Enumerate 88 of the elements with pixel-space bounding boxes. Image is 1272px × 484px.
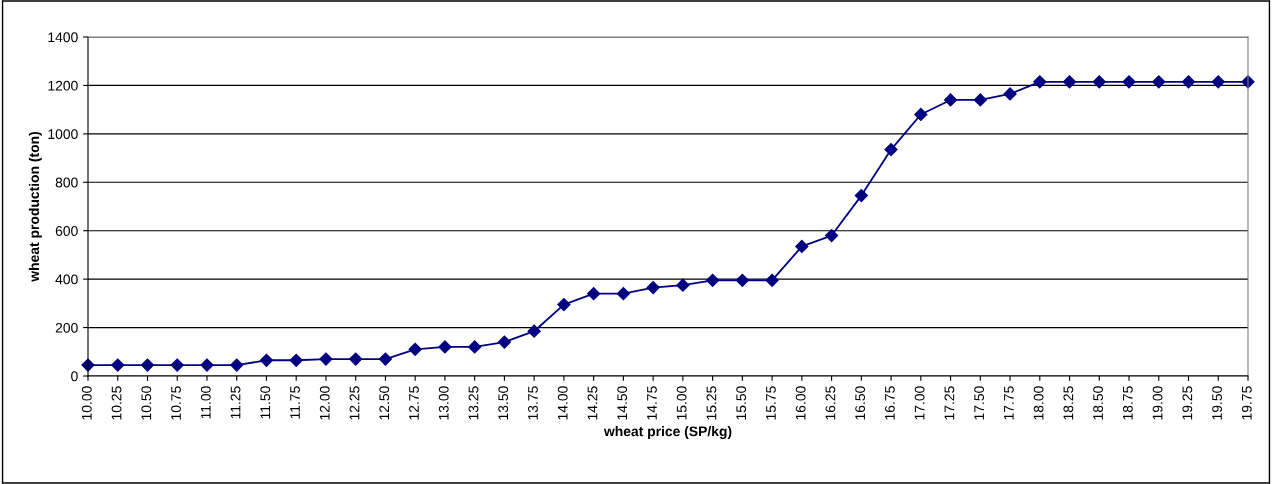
point: [914, 107, 928, 122]
x-tick-label: 18.50: [1093, 386, 1104, 420]
x-tick-label: 10.50: [141, 386, 152, 420]
y-axis-title: wheat production (ton): [28, 131, 42, 282]
point: [795, 239, 809, 254]
x-tick-label: 13.75: [528, 386, 538, 420]
x-tick-label: 15.00: [676, 386, 687, 420]
x-tick-label: 14.00: [557, 386, 568, 420]
point: [973, 93, 987, 107]
point: [616, 287, 630, 301]
point: [706, 273, 720, 287]
point: [1122, 75, 1136, 89]
x-tick-label: 19.50: [1212, 386, 1222, 420]
x-tick-label: 13.50: [498, 386, 509, 420]
y-tick-label: 0: [71, 371, 78, 382]
y-tick-label: 600: [55, 226, 78, 236]
point: [1211, 75, 1225, 89]
x-tick-label: 14.75: [647, 386, 657, 420]
point: [1033, 75, 1047, 89]
x-tick-label: 16.50: [855, 386, 866, 420]
point: [438, 340, 452, 354]
point: [1092, 75, 1106, 89]
x-tick-label: 15.75: [766, 386, 776, 420]
y-tick-label: 1400: [48, 32, 78, 43]
x-tick-label: 12.25: [349, 386, 360, 420]
x-axis-title: wheat price (SP/kg): [603, 426, 732, 440]
x-tick-label: 18.75: [1122, 386, 1133, 420]
point: [646, 281, 660, 295]
x-tick-label: 10.00: [81, 386, 92, 420]
x-tick-label: 13.25: [468, 386, 479, 420]
point: [259, 353, 274, 367]
x-tick-label: 11.25: [230, 386, 241, 419]
point: [587, 287, 601, 301]
point: [1003, 87, 1017, 101]
x-tick-label: 15.25: [706, 386, 717, 420]
point: [884, 143, 898, 157]
x-tick-label: 16.25: [825, 386, 836, 420]
x-tick-label: 11.50: [260, 386, 271, 419]
point: [1062, 75, 1077, 89]
x-tick-label: 13.00: [438, 386, 449, 420]
point: [1152, 75, 1166, 89]
x-tick-label: 17.75: [1004, 386, 1014, 420]
point: [527, 324, 541, 338]
y-tick-label: 1200: [48, 80, 78, 91]
point: [765, 273, 779, 287]
point: [378, 352, 393, 366]
x-tick-label: 14.50: [617, 386, 628, 420]
x-tick-label: 10.25: [111, 386, 122, 420]
x-tick-label: 11.75: [290, 386, 300, 419]
x-tick-label: 17.50: [974, 386, 985, 420]
x-tick-label: 19.75: [1241, 386, 1252, 420]
point: [825, 228, 839, 243]
x-tick-label: 17.00: [914, 386, 925, 420]
x-tick-label: 16.75: [884, 386, 895, 420]
x-tick-label: 18.25: [1063, 386, 1074, 420]
y-tick-label: 400: [55, 274, 78, 285]
y-tick-label: 200: [55, 322, 78, 333]
point: [200, 358, 214, 372]
point: [735, 273, 749, 287]
x-tick-label: 12.75: [409, 386, 419, 420]
point: [676, 278, 690, 292]
point: [1181, 75, 1196, 89]
x-tick-label: 14.25: [587, 386, 598, 420]
x-tick-label: 11.00: [200, 386, 211, 419]
x-tick-label: 12.00: [319, 386, 330, 420]
point: [468, 340, 482, 354]
x-tick-label: 12.50: [379, 386, 390, 420]
point: [289, 353, 303, 367]
x-tick-label: 19.25: [1182, 386, 1193, 420]
point: [170, 358, 184, 372]
x-tick-label: 17.25: [944, 386, 955, 420]
point: [557, 297, 571, 312]
x-tick-label: 18.00: [1033, 386, 1044, 420]
x-tick-label: 15.50: [736, 386, 747, 420]
point: [408, 342, 422, 356]
y-tick-label: 800: [55, 177, 78, 188]
x-tick-label: 10.75: [171, 386, 181, 420]
x-tick-label: 16.00: [795, 386, 806, 420]
point: [230, 358, 244, 372]
point: [140, 358, 155, 372]
point: [497, 335, 511, 349]
x-tick-label: 19.00: [1152, 386, 1163, 420]
point: [319, 352, 333, 366]
point: [854, 189, 868, 203]
y-tick-label: 1000: [48, 129, 78, 140]
point: [943, 93, 958, 107]
point: [111, 358, 125, 372]
point: [349, 352, 363, 366]
